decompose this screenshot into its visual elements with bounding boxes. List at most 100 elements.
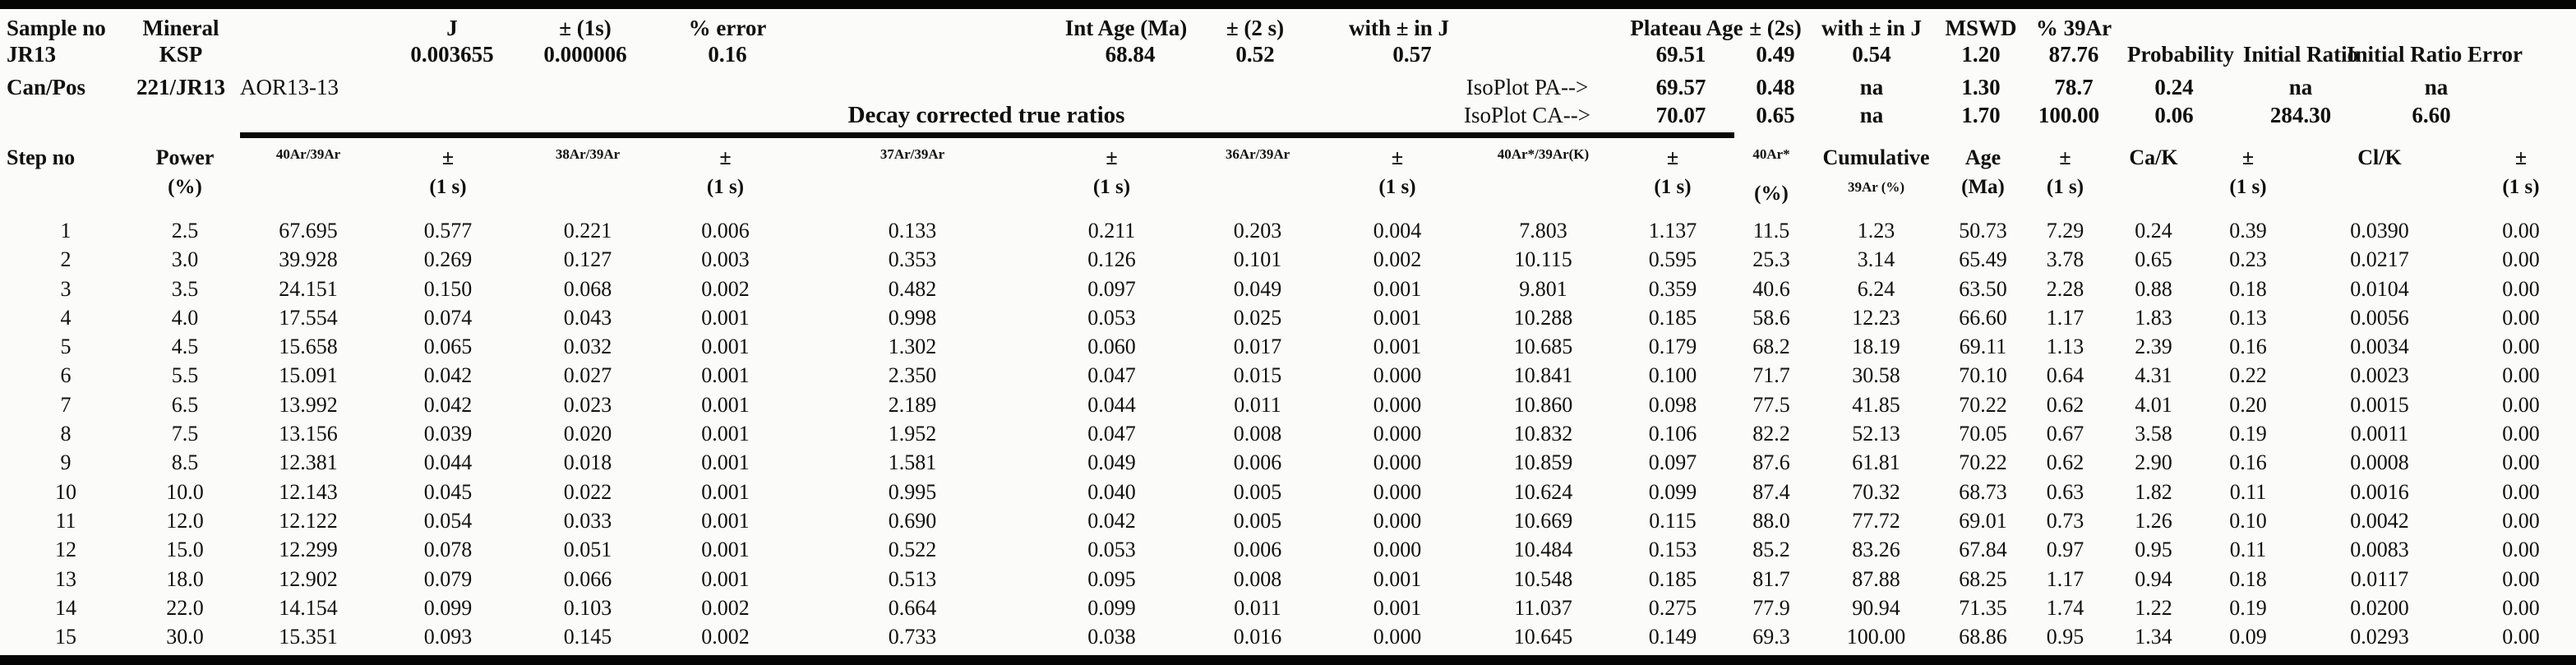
cell: 0.097	[1087, 276, 1136, 301]
sample-no-label: Sample no	[7, 16, 106, 40]
int-age-with-j-value: 0.57	[1392, 42, 1432, 67]
cell: 15.091	[279, 363, 338, 388]
cell: 0.0008	[2350, 450, 2409, 475]
cell: 0.0104	[2350, 276, 2409, 301]
top-border	[0, 0, 2576, 9]
cell: 61.81	[1852, 450, 1900, 475]
cell: 0.000	[1373, 422, 1422, 446]
col-header-13: 40Ar* (%)	[1752, 146, 1790, 205]
isoplot-ca-error: 0.65	[1756, 103, 1795, 127]
col-header-7: 37Ar/39Ar	[879, 146, 945, 162]
cell: 0.67	[2046, 422, 2084, 446]
cell: 0.001	[1373, 566, 1422, 591]
j-label: J	[446, 16, 458, 40]
cell: 0.16	[2229, 335, 2267, 359]
isoplot-pa-probability: 0.24	[2154, 75, 2194, 99]
cell: 0.62	[2046, 392, 2084, 417]
cell: 4.31	[2135, 363, 2172, 388]
cell: 0.595	[1648, 247, 1697, 272]
cell: 68.25	[1959, 566, 2007, 591]
cell: 1.26	[2135, 508, 2172, 533]
cell: 24.151	[279, 276, 338, 301]
table-head: Step no Power (%) 40Ar/39Ar ± (1 s) 38Ar/39Ar ±…	[0, 140, 2576, 216]
cell: 0.000	[1373, 479, 1422, 504]
table-row: 15 30.0 15.351 0.093 0.145 0.002 0.733 0.038 0.0…	[0, 622, 2576, 651]
cell: 0.006	[701, 219, 750, 242]
cell: 77.9	[1752, 595, 1790, 620]
int-age-error-label: ± (2 s)	[1226, 16, 1285, 40]
cell: 0.002	[701, 595, 750, 620]
isoplot-pa-age: 69.57	[1655, 75, 1706, 99]
cell: 0.0293	[2350, 625, 2409, 649]
cell: 0.0016	[2350, 479, 2409, 504]
cell: 0.00	[2502, 219, 2540, 242]
mineral-label: Mineral	[142, 16, 219, 40]
cell: 0.275	[1648, 595, 1697, 620]
cell: 2.350	[888, 363, 937, 388]
table-row: 2 3.0 39.928 0.269 0.127 0.003 0.353 0.126 0.101…	[0, 245, 2576, 274]
col-header-2: Power (%)	[155, 145, 215, 198]
cell: 69.01	[1959, 508, 2007, 533]
j-error-value: 0.000006	[543, 42, 627, 67]
cell: 0.73	[2046, 508, 2084, 533]
cell: 0.221	[563, 219, 612, 242]
mswd-label: MSWD	[1945, 16, 2017, 40]
cell: 70.32	[1852, 479, 1900, 504]
mswd-value: 1.20	[1961, 42, 2001, 67]
cell: 0.0390	[2350, 219, 2409, 242]
col-header-1: Step no	[7, 145, 76, 169]
cell: 10.0	[166, 479, 204, 504]
probability-label: Probability	[2126, 42, 2235, 67]
cell: 71.7	[1752, 363, 1790, 388]
table-row: 6 5.5 15.091 0.042 0.027 0.001 2.350 0.047 0.015…	[0, 361, 2576, 390]
cell: 2.28	[2046, 276, 2084, 301]
bottom-border	[0, 655, 2576, 665]
cell: 0.106	[1648, 422, 1697, 446]
table-body: 1 2.5 67.695 0.577 0.221 0.006 0.133 0.211 0.203…	[0, 216, 2576, 651]
cell: 0.00	[2502, 247, 2540, 272]
cell: 0.042	[423, 392, 473, 417]
cell: 0.098	[1648, 392, 1697, 417]
pct-error-value: 0.16	[708, 42, 747, 67]
cell: 0.690	[888, 508, 937, 533]
cell: 0.18	[2229, 276, 2267, 301]
cell: 6.24	[1857, 276, 1895, 301]
cell: 18.0	[166, 566, 204, 591]
cell: 18.19	[1852, 335, 1900, 359]
cell: 0.179	[1648, 335, 1697, 359]
cell: 12.381	[279, 450, 338, 475]
cell: 0.11	[2229, 479, 2267, 504]
cell: 0.000	[1373, 392, 1422, 417]
cell: 10.548	[1513, 566, 1573, 591]
cell: 0.001	[701, 305, 750, 330]
cell: 0.359	[1648, 276, 1697, 301]
cell: 67.695	[279, 219, 338, 242]
cell: 0.044	[423, 450, 473, 475]
cell: 0.150	[423, 276, 473, 301]
cell: 0.22	[2229, 363, 2267, 388]
cell: 0.00	[2502, 479, 2540, 504]
cell: 0.126	[1087, 247, 1136, 272]
col-header-11: 40Ar*/39Ar(K)	[1497, 146, 1590, 162]
pct-39ar-label: % 39Ar	[2035, 16, 2112, 40]
cell: 9.801	[1519, 276, 1567, 301]
cell: 0.065	[423, 335, 473, 359]
cell: 10.841	[1513, 363, 1573, 388]
cell: 0.006	[1233, 538, 1282, 562]
plateau-with-pm-in-j-label: with ± in J	[1821, 16, 1923, 40]
isoplot-ca-label: IsoPlot CA-->	[1464, 103, 1590, 127]
cell: 0.001	[701, 566, 750, 591]
cell: 0.006	[1233, 450, 1282, 475]
col-header-14: Cumulative 39Ar (%)	[1822, 145, 1930, 195]
cell: 2	[60, 247, 72, 272]
cell: 0.001	[701, 508, 750, 533]
cell: 0.043	[563, 305, 612, 330]
isoplot-ca-with-j: na	[1859, 103, 1884, 127]
cell: 0.053	[1087, 538, 1136, 562]
cell: 0.001	[701, 450, 750, 475]
cell: 0.00	[2502, 305, 2540, 330]
cell: 0.00	[2502, 276, 2540, 301]
cell: 0.998	[888, 305, 937, 330]
cell: 0.64	[2046, 363, 2084, 388]
mineral-value: KSP	[159, 42, 203, 67]
